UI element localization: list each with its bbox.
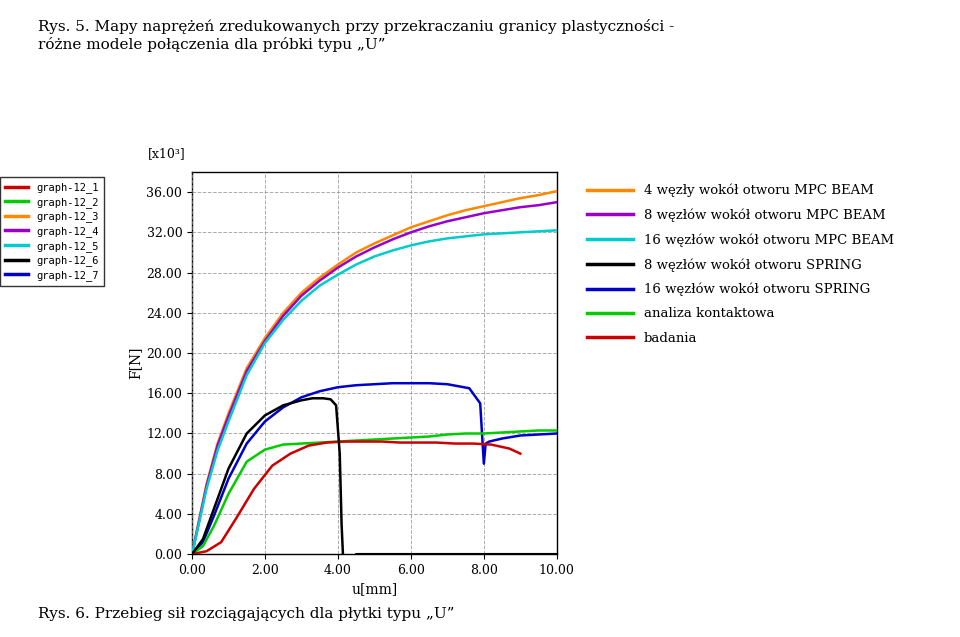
Text: [x10³]: [x10³] (148, 148, 186, 161)
Legend: 4 węzły wokół otworu MPC BEAM, 8 węzłów wokół otworu MPC BEAM, 16 węzłów wokół o: 4 węzły wokół otworu MPC BEAM, 8 węzłów … (582, 178, 900, 350)
X-axis label: u[mm]: u[mm] (351, 582, 397, 596)
Y-axis label: F[N]: F[N] (129, 347, 142, 380)
Text: Rys. 6. Przebieg sił rozciągających dla płytki typu „U”: Rys. 6. Przebieg sił rozciągających dla … (38, 607, 455, 621)
Text: Rys. 5. Mapy naprężeń zredukowanych przy przekraczaniu granicy plastyczności -
r: Rys. 5. Mapy naprężeń zredukowanych przy… (38, 19, 675, 52)
